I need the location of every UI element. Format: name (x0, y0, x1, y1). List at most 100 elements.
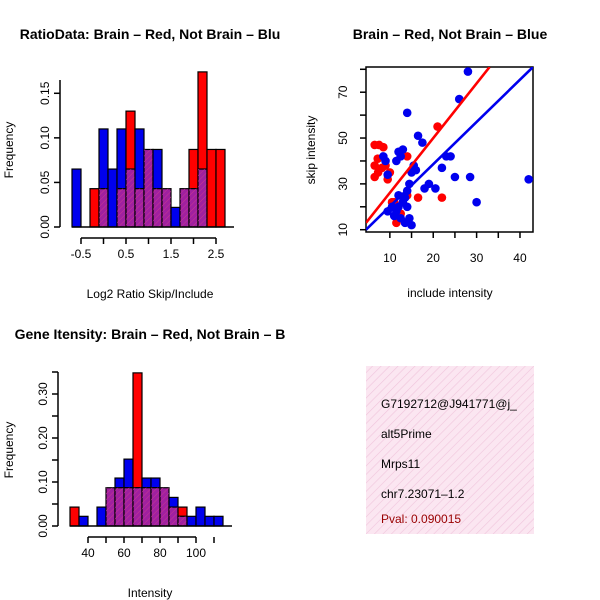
info-panel: G7192712@J941771@j_ alt5Prime Mrps11 chr… (366, 366, 534, 534)
not-brain-bar (123, 458, 134, 489)
x-tick-label: 2.5 (208, 247, 225, 261)
intensity-histogram-ylabel: Frequency (2, 422, 16, 479)
scatter-x-axis: 10 20 30 40 (383, 232, 527, 265)
brain-point (402, 152, 412, 161)
brain-bar (206, 148, 217, 228)
not-brain-point (389, 211, 399, 221)
overlap-bar-hatch (169, 507, 178, 526)
x-tick-label: 0.5 (118, 247, 135, 261)
not-brain-bar (116, 128, 127, 190)
scatter-title: Brain – Red, Not Brain – Blue (353, 26, 548, 42)
brain-bar (132, 372, 143, 489)
not-brain-point (400, 218, 410, 228)
not-brain-point (472, 197, 481, 207)
not-brain-bar (213, 515, 224, 527)
intensity-histogram-panel: Gene Itensity: Brain – Red, Not Brain – … (2, 326, 285, 600)
x-tick-label: 80 (153, 546, 167, 560)
not-brain-point (524, 174, 533, 184)
brain-bar (197, 71, 208, 170)
info-event-id: G7192712@J941771@j_ (381, 397, 517, 411)
ratio-histogram-bars (71, 71, 226, 228)
not-brain-point (379, 152, 388, 161)
brain-point (370, 140, 379, 150)
overlap-bar-hatch (115, 487, 124, 526)
y-tick-label: 0.10 (36, 470, 50, 494)
y-tick-label: 10 (336, 223, 350, 237)
info-location: chr7.23071–1.2 (381, 487, 465, 501)
brain-point (437, 193, 447, 202)
brain-fit-line (366, 67, 491, 224)
ratio-histogram-x-axis: -0.5 0.5 1.5 2.5 (71, 237, 225, 261)
intensity-histogram-xlabel: Intensity (128, 586, 173, 600)
x-tick-label: 10 (383, 251, 397, 265)
overlap-bar-hatch (189, 188, 198, 227)
not-brain-bar (150, 477, 161, 489)
ratio-histogram-title: RatioData: Brain – Red, Not Brain – Blu (20, 26, 281, 42)
y-tick-label: 0.05 (38, 170, 52, 194)
not-brain-bar (107, 168, 118, 228)
intensity-histogram-bars (69, 372, 224, 527)
not-brain-point (402, 202, 412, 212)
brain-bar (125, 110, 136, 170)
not-brain-bar (168, 496, 179, 508)
not-brain-bar (71, 168, 82, 228)
brain-bar (69, 506, 80, 527)
scatter-fit-lines (366, 67, 533, 231)
not-brain-bar (186, 515, 197, 527)
x-tick-label: 1.5 (163, 247, 180, 261)
brain-bar (177, 506, 188, 517)
overlap-bar-hatch (178, 516, 187, 526)
intensity-histogram-x-axis: 40 60 80 100 (81, 536, 215, 560)
y-tick-label: 0.00 (36, 514, 50, 538)
y-tick-label: 0.10 (38, 126, 52, 150)
not-brain-point (437, 163, 447, 173)
overlap-bar-hatch (124, 487, 133, 526)
intensity-histogram-y-axis: 0.00 0.10 0.20 0.30 (36, 371, 59, 538)
not-brain-point (413, 131, 423, 141)
brain-point (370, 172, 379, 182)
overlap-bar-hatch (135, 188, 144, 227)
not-brain-point (398, 145, 408, 154)
brain-bar (188, 148, 199, 190)
not-brain-bar (78, 515, 89, 527)
scatter-y-axis: 10 30 50 70 (336, 68, 366, 237)
x-tick-label: -0.5 (71, 247, 92, 261)
overlap-bar-hatch (198, 169, 207, 227)
brain-point (379, 142, 388, 152)
not-brain-bar (141, 477, 152, 489)
not-brain-bar (152, 148, 163, 190)
not-brain-point (424, 179, 434, 189)
ratio-histogram-xlabel: Log2 Ratio Skip/Include (87, 287, 214, 301)
scatter-ylabel: skip intensity (304, 116, 318, 185)
not-brain-bar (98, 128, 109, 190)
info-gene-name: Mrps11 (381, 457, 420, 471)
not-brain-point (418, 138, 427, 147)
ratio-histogram-y-axis: 0.00 0.05 0.10 0.15 (38, 80, 61, 239)
not-brain-point (446, 152, 455, 161)
not-brain-bar (204, 515, 215, 527)
x-tick-label: 40 (81, 546, 95, 560)
overlap-bar-hatch (151, 487, 160, 526)
overlap-bar-hatch (117, 188, 126, 227)
x-tick-label: 60 (117, 546, 131, 560)
not-brain-bar (195, 506, 206, 527)
brain-bar (89, 188, 100, 228)
scatter-plot-frame (365, 66, 534, 233)
overlap-bar-hatch (106, 487, 115, 526)
overlap-bar-hatch (153, 188, 162, 227)
intensity-histogram-title: Gene Itensity: Brain – Red, Not Brain – … (15, 326, 286, 342)
info-panel-background (366, 366, 534, 534)
y-tick-label: 30 (336, 177, 350, 191)
intensity-scatter-panel: Brain – Red, Not Brain – Blue 10 20 30 40 1… (304, 26, 547, 300)
overlap-bar-hatch (144, 149, 153, 227)
not-brain-bar (134, 128, 145, 190)
scatter-xlabel: include intensity (407, 286, 492, 300)
not-brain-bar (96, 506, 107, 527)
not-brain-fit-line (366, 67, 533, 231)
y-tick-label: 0.30 (36, 382, 50, 406)
not-brain-point (450, 172, 460, 182)
not-brain-point (383, 170, 392, 180)
overlap-bar-hatch (142, 487, 151, 526)
overlap-bar-hatch (99, 188, 108, 227)
